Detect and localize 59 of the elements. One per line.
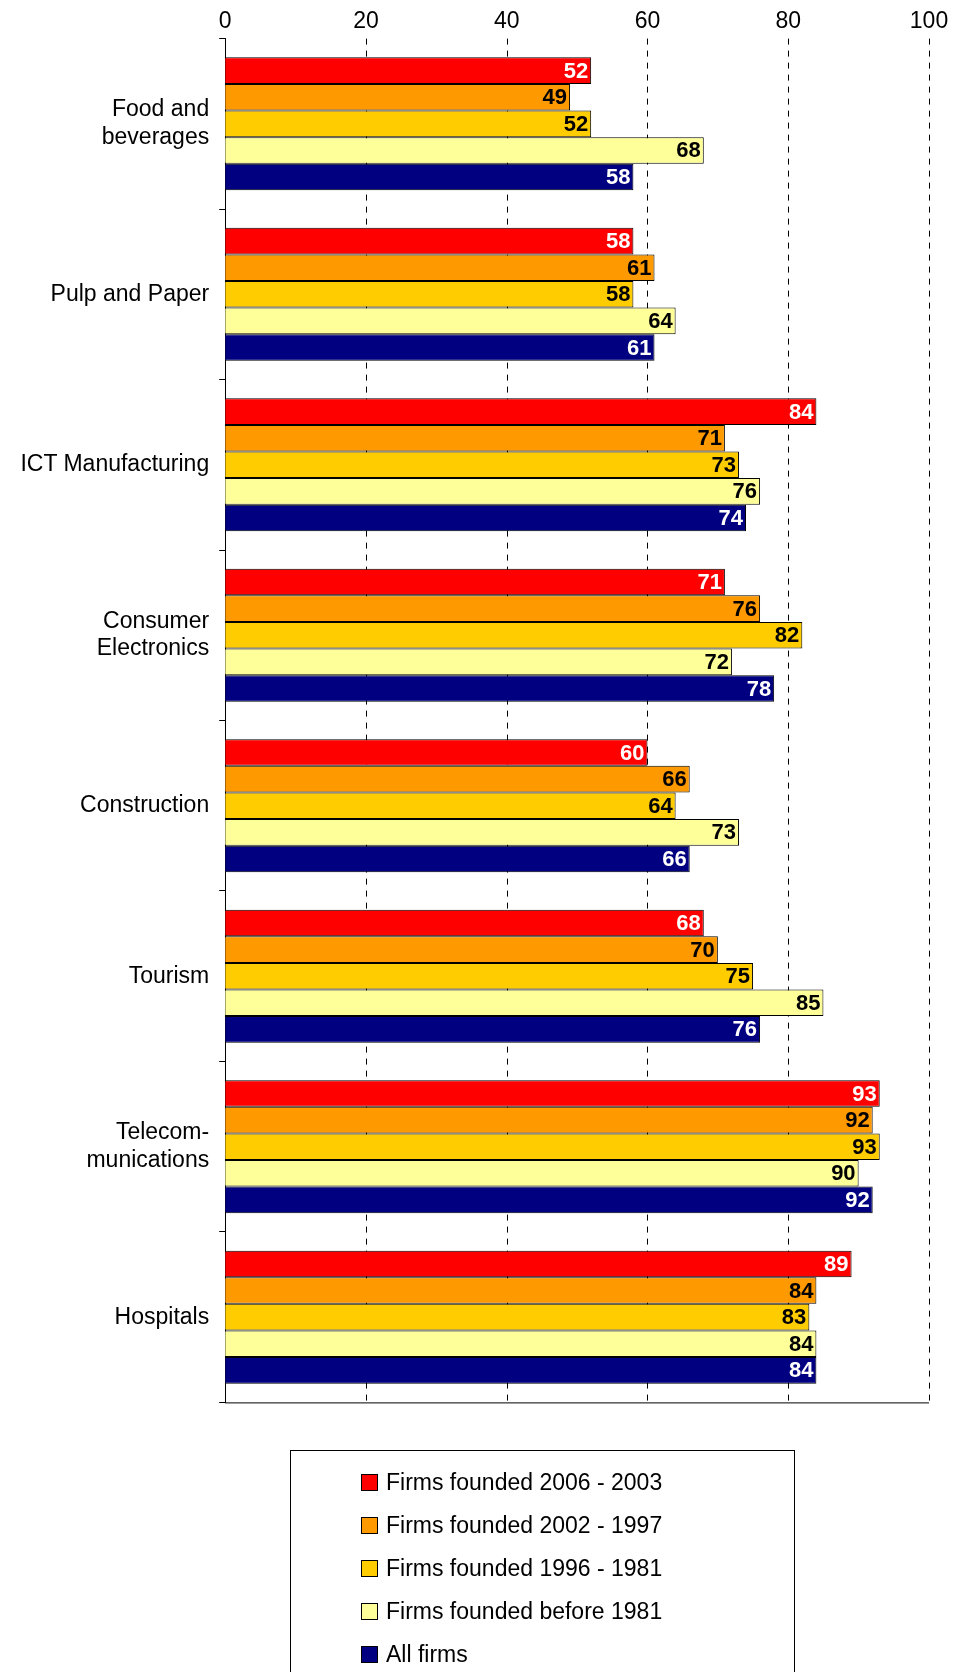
data-label: 83	[781, 1304, 807, 1330]
data-label: 52	[563, 57, 589, 83]
x-tick-label: 0	[218, 7, 232, 34]
data-label: 71	[697, 569, 722, 595]
legend-label: Firms founded 2006 - 2003	[386, 1469, 663, 1496]
data-label: 89	[824, 1251, 849, 1277]
y-tick-label: Tourism	[128, 961, 210, 988]
data-label: 93	[852, 1080, 877, 1106]
data-label: 49	[542, 84, 568, 110]
data-label: 78	[746, 675, 772, 701]
data-label: 84	[788, 1277, 815, 1303]
data-label: 76	[732, 478, 758, 504]
data-label: 85	[795, 989, 821, 1015]
data-label: 68	[676, 137, 701, 163]
data-label: 84	[788, 1330, 815, 1356]
data-label: 64	[648, 792, 674, 818]
data-label: 93	[852, 1133, 877, 1159]
data-label: 61	[627, 334, 652, 360]
data-label: 82	[774, 622, 800, 648]
legend-label: Firms founded 1996 - 1981	[386, 1555, 663, 1582]
data-label: 66	[662, 766, 687, 792]
y-tick-label: Food and beverages	[101, 95, 210, 149]
data-label: 84	[788, 1357, 815, 1383]
y-tick-label: Consumer Electronics	[96, 606, 210, 661]
legend-label: Firms founded 2002 - 1997	[386, 1512, 663, 1539]
data-label: 90	[831, 1160, 856, 1186]
data-label: 73	[711, 451, 736, 477]
data-label: 75	[725, 963, 751, 989]
data-label: 61	[627, 254, 652, 280]
data-label: 64	[648, 307, 674, 333]
data-label: 68	[676, 910, 701, 936]
data-label: 70	[690, 936, 715, 962]
data-label: 84	[788, 398, 815, 424]
legend-label: All firms	[386, 1641, 468, 1668]
x-tick-label: 100	[909, 7, 949, 34]
y-tick-label: Telecom- munications	[86, 1118, 210, 1172]
x-tick-label: 40	[493, 7, 520, 34]
data-label: 71	[697, 425, 722, 451]
y-tick-label: Construction	[80, 791, 210, 818]
data-label: 58	[605, 164, 631, 190]
data-label: 58	[605, 281, 631, 307]
y-tick-label: ICT Manufacturing	[20, 450, 210, 477]
y-tick-label: Hospitals	[114, 1302, 210, 1329]
x-tick-label: 80	[775, 7, 802, 34]
x-tick-label: 20	[353, 7, 379, 34]
data-label: 66	[662, 845, 687, 871]
data-label: 76	[732, 595, 758, 621]
data-label: 74	[718, 505, 744, 531]
data-label: 52	[563, 110, 589, 136]
data-label: 92	[845, 1186, 870, 1212]
legend-label: Firms founded before 1981	[386, 1598, 663, 1625]
data-label: 72	[704, 648, 729, 674]
data-label: 60	[619, 739, 645, 765]
data-label: 58	[605, 228, 631, 254]
y-tick-label: Pulp and Paper	[50, 279, 210, 306]
x-tick-label: 60	[634, 7, 661, 34]
data-label: 76	[732, 1016, 758, 1042]
data-label: 73	[711, 819, 736, 845]
data-label: 92	[845, 1107, 870, 1133]
